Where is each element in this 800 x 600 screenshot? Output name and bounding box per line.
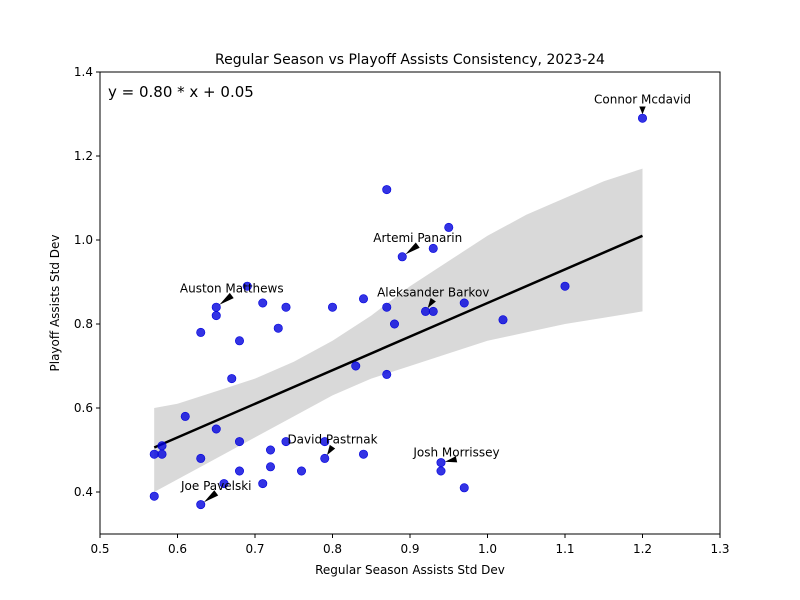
y-tick-label: 1.4 [74,65,93,79]
y-tick-label: 1.2 [74,149,93,163]
annotation-label: Aleksander Barkov [377,286,489,300]
regression-line-layer [153,234,643,449]
data-point [235,437,245,447]
data-point [320,437,330,447]
data-point [281,437,291,447]
x-tick-label: 0.8 [323,542,342,556]
x-tick-label: 0.9 [400,542,419,556]
data-point [211,302,221,312]
data-point [235,466,245,476]
annotation-label: David Pastrnak [287,433,377,447]
annotation-arrow [427,297,436,309]
annotation-arrow [639,106,646,115]
data-point [397,252,407,262]
annotation-label: Joe Pavelski [180,479,251,493]
data-point [327,302,337,312]
y-tick-label: 0.6 [74,401,93,415]
annotation-arrow [405,242,420,255]
data-point [420,306,430,316]
data-point [382,302,392,312]
confidence-band [154,168,643,492]
x-tick-label: 0.5 [90,542,109,556]
data-point [389,319,399,329]
data-point [459,298,469,308]
chart-title: Regular Season vs Playoff Assists Consis… [215,52,605,68]
data-point [637,113,647,123]
annotation-arrow [203,490,219,503]
data-point [498,315,508,325]
data-point [428,306,438,316]
data-point [382,185,392,195]
data-point [436,458,446,468]
data-point [235,336,245,346]
data-point [149,449,159,459]
x-tick-label: 1.1 [555,542,574,556]
annotation-label: Artemi Panarin [373,231,462,245]
x-axis-ticks: 0.5 0.6 0.7 0.8 0.9 1.0 1.1 1.2 1.3 [90,534,730,556]
data-point [351,361,361,371]
data-point [265,445,275,455]
y-axis-ticks: 0.4 0.6 0.8 1.0 1.2 1.4 [74,65,100,499]
data-point [157,449,167,459]
data-point [211,424,221,434]
annotation-label: Connor Mcdavid [594,93,691,107]
annotation-arrow [219,292,234,305]
annotation-arrow [444,456,458,463]
data-point [560,281,570,291]
data-point [242,281,252,291]
data-point [436,466,446,476]
data-point [358,449,368,459]
y-tick-label: 0.4 [74,485,93,499]
data-point [196,500,206,510]
annotation-label: Auston Matthews [180,282,284,296]
annotation-arrow [327,444,336,456]
data-point [296,466,306,476]
data-point [149,491,159,501]
x-tick-label: 1.2 [633,542,652,556]
x-tick-label: 1.0 [478,542,497,556]
data-point [196,453,206,463]
data-point [219,479,229,489]
y-axis-label: Playoff Assists Std Dev [48,235,62,372]
regression-line [153,234,643,449]
annotations-layer: Connor Mcdavid Artemi Panarin Auston Matth… [180,93,691,503]
regression-equation: y = 0.80 * x + 0.05 [108,83,254,101]
data-point [444,222,454,232]
annotation-label: Josh Morrissey [412,445,499,459]
data-point [157,441,167,451]
x-tick-label: 0.6 [168,542,187,556]
confidence-band-layer [154,168,643,492]
data-points-layer [149,113,647,510]
data-point [258,298,268,308]
data-point [211,311,221,321]
data-point [459,483,469,493]
x-tick-label: 0.7 [245,542,264,556]
data-point [180,411,190,421]
y-tick-label: 1.0 [74,233,93,247]
data-point [382,369,392,379]
data-point [265,462,275,472]
y-tick-label: 0.8 [74,317,93,331]
data-point [196,327,206,337]
data-point [320,453,330,463]
x-tick-label: 1.3 [710,542,729,556]
data-point [358,294,368,304]
data-point [281,302,291,312]
x-axis-label: Regular Season Assists Std Dev [315,563,505,577]
data-point [273,323,283,333]
data-point [428,243,438,253]
data-point [227,374,237,384]
data-point [258,479,268,489]
